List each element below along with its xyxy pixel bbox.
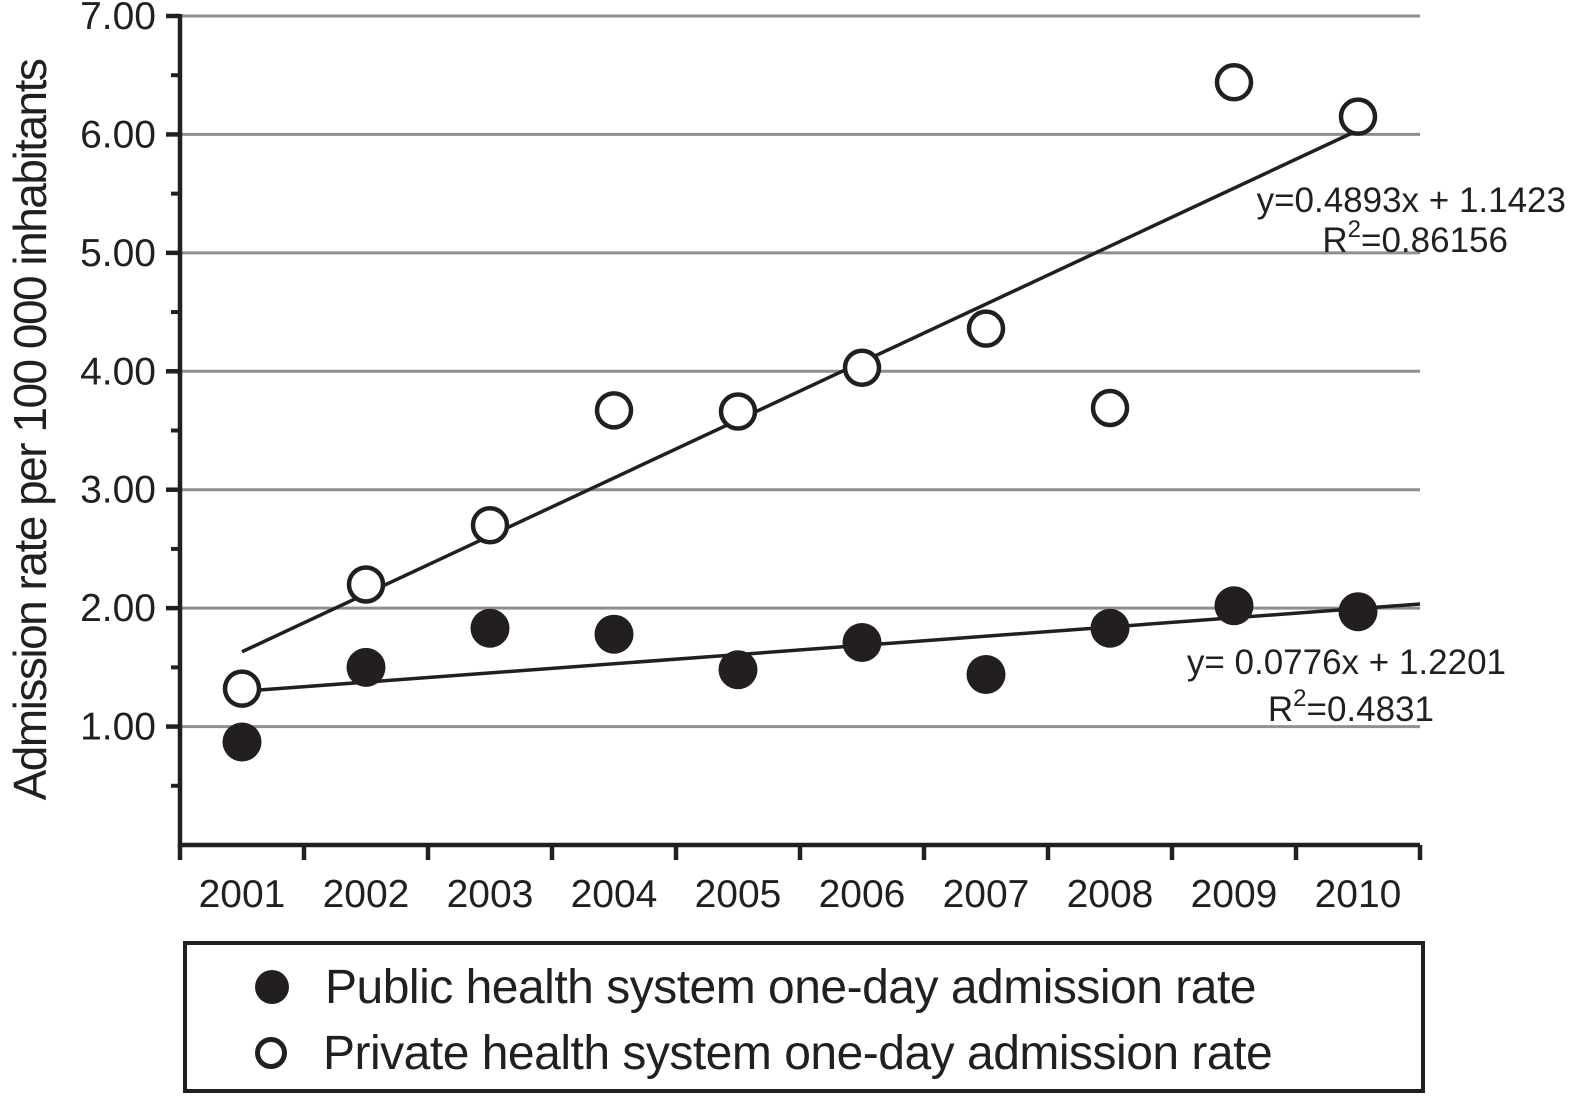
x-tick-label-2006: 2006: [819, 873, 906, 916]
public-trendline-equation: y= 0.0776x + 1.2201: [1187, 643, 1506, 682]
filled-circle-icon: [255, 970, 289, 1004]
x-tick-label-2004: 2004: [571, 873, 658, 916]
private-trendline-equation: y=0.4893x + 1.1423: [1257, 181, 1566, 220]
x-tick-label-2007: 2007: [943, 873, 1030, 916]
point-private-2005: [718, 392, 758, 431]
point-private-2001: [222, 669, 262, 708]
x-tick-label-2005: 2005: [695, 873, 782, 916]
trendline-private: [241, 128, 1359, 654]
point-private-2004: [594, 391, 634, 430]
y-tick-label-2: 2.00: [80, 587, 156, 630]
x-tick-label-2003: 2003: [447, 873, 534, 916]
point-public-2010: [1338, 592, 1378, 632]
private-trendline-r2: R2=0.86156: [1322, 216, 1508, 260]
point-private-2009: [1214, 63, 1254, 102]
y-tick-label-6: 6.00: [80, 113, 156, 156]
open-circle-icon: [255, 1037, 287, 1069]
legend-item-private: Private health system one-day admission …: [255, 1027, 1273, 1080]
public-trendline-r2: R2=0.4831: [1268, 685, 1434, 729]
point-public-2001: [222, 722, 262, 762]
point-private-2002: [346, 565, 386, 604]
point-public-2002: [346, 647, 386, 687]
point-public-2007: [966, 654, 1006, 694]
point-private-2010: [1338, 97, 1378, 136]
y-tick-label-1: 1.00: [80, 706, 156, 749]
legend-label-private: Private health system one-day admission …: [323, 1026, 1273, 1080]
legend-item-public: Public health system one-day admission r…: [255, 961, 1256, 1014]
legend-label-public: Public health system one-day admission r…: [325, 960, 1256, 1014]
point-public-2004: [594, 614, 634, 654]
point-private-2007: [966, 309, 1006, 348]
y-tick-label-4: 4.00: [80, 350, 156, 393]
point-public-2005: [718, 650, 758, 690]
point-public-2006: [842, 622, 882, 662]
x-tick-label-2010: 2010: [1315, 873, 1402, 916]
x-tick-label-2002: 2002: [323, 873, 410, 916]
x-tick-label-2001: 2001: [199, 873, 286, 916]
point-public-2003: [470, 608, 510, 648]
point-private-2006: [842, 348, 882, 387]
chart-legend: Public health system one-day admission r…: [183, 941, 1425, 1093]
y-tick-label-3: 3.00: [80, 469, 156, 512]
x-tick-label-2008: 2008: [1067, 873, 1154, 916]
y-tick-label-5: 5.00: [80, 232, 156, 275]
point-private-2008: [1090, 388, 1130, 428]
x-tick-label-2009: 2009: [1191, 873, 1278, 916]
point-public-2009: [1214, 586, 1254, 626]
y-tick-label-7: 7.00: [80, 0, 156, 38]
y-axis-title: Admission rate per 100 000 inhabitants: [4, 59, 56, 800]
point-public-2008: [1090, 608, 1130, 648]
point-private-2003: [470, 505, 510, 545]
